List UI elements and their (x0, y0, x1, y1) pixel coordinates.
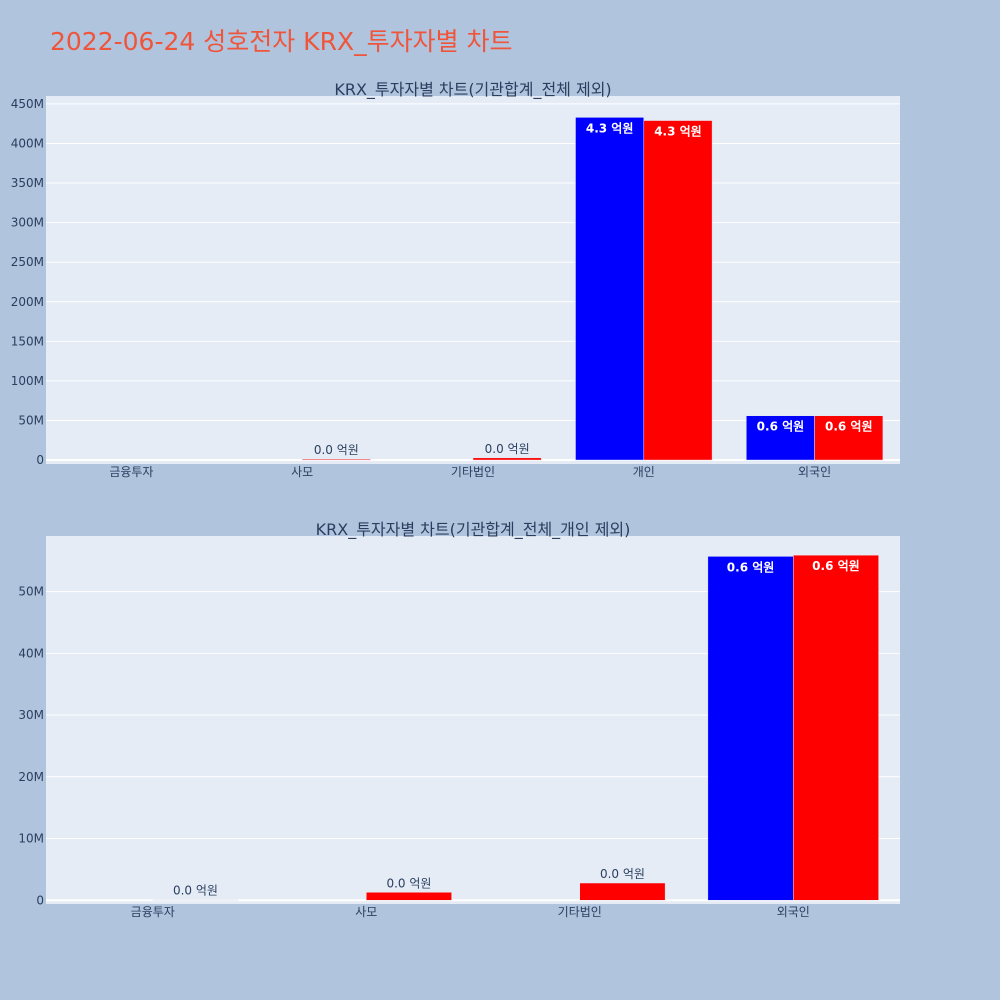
y-tick-label: 50M (18, 413, 44, 427)
data-label: 4.3 억원 (586, 121, 634, 135)
chart-title-1: KRX_투자자별 차트(기관합계_전체 제외) (334, 80, 611, 100)
x-tick-label: 개인 (633, 465, 655, 479)
data-label: 0.0 억원 (386, 876, 431, 890)
plot-background-1 (46, 96, 900, 464)
y-tick-label: 450M (11, 97, 44, 111)
bar-buy (746, 415, 815, 461)
x-tick-label: 기타법인 (558, 905, 602, 919)
data-label: 0.6 억원 (812, 559, 860, 573)
x-tick-label: 외국인 (777, 905, 810, 919)
y-tick-label: 50M (18, 585, 44, 599)
y-tick-label: 350M (11, 176, 44, 190)
y-tick-label: 30M (18, 708, 44, 722)
bar-sell (301, 458, 371, 461)
bar-sell (643, 120, 713, 461)
data-label: 0.0 억원 (485, 442, 530, 456)
x-tick-label: 금융투자 (131, 905, 175, 919)
y-tick-label: 200M (11, 295, 44, 309)
bar-sell (472, 457, 542, 461)
data-label: 0.0 억원 (173, 884, 218, 898)
y-tick-label: 150M (11, 334, 44, 348)
data-label: 0.0 억원 (600, 867, 645, 881)
x-tick-label: 사모 (355, 905, 377, 919)
y-tick-label: 0 (36, 453, 44, 467)
data-label: 0.6 억원 (757, 420, 805, 434)
page-title: 2022-06-24 성호전자 KRX_투자자별 차트 (50, 27, 513, 56)
bar-buy (575, 117, 645, 461)
y-tick-label: 300M (11, 216, 44, 230)
bar-sell (814, 415, 884, 461)
bar-buy (707, 556, 794, 901)
bar-sell (793, 554, 879, 901)
y-tick-label: 0 (36, 893, 44, 907)
y-tick-label: 250M (11, 255, 44, 269)
data-label: 0.6 억원 (825, 420, 873, 434)
x-tick-label: 금융투자 (109, 465, 153, 479)
x-tick-label: 사모 (291, 465, 313, 479)
y-tick-label: 400M (11, 136, 44, 150)
bar-sell (579, 882, 666, 901)
chart-title-2: KRX_투자자별 차트(기관합계_전체_개인 제외) (316, 520, 631, 540)
bar-sell (152, 899, 239, 901)
y-tick-label: 10M (18, 832, 44, 846)
bar-sell (366, 892, 452, 901)
y-tick-label: 20M (18, 770, 44, 784)
y-tick-label: 40M (18, 646, 44, 660)
x-tick-label: 외국인 (798, 465, 831, 479)
data-label: 0.0 억원 (314, 443, 359, 457)
y-tick-label: 100M (11, 374, 44, 388)
data-label: 4.3 억원 (654, 125, 702, 139)
data-label: 0.6 억원 (727, 560, 775, 574)
x-tick-label: 기타법인 (451, 465, 495, 479)
